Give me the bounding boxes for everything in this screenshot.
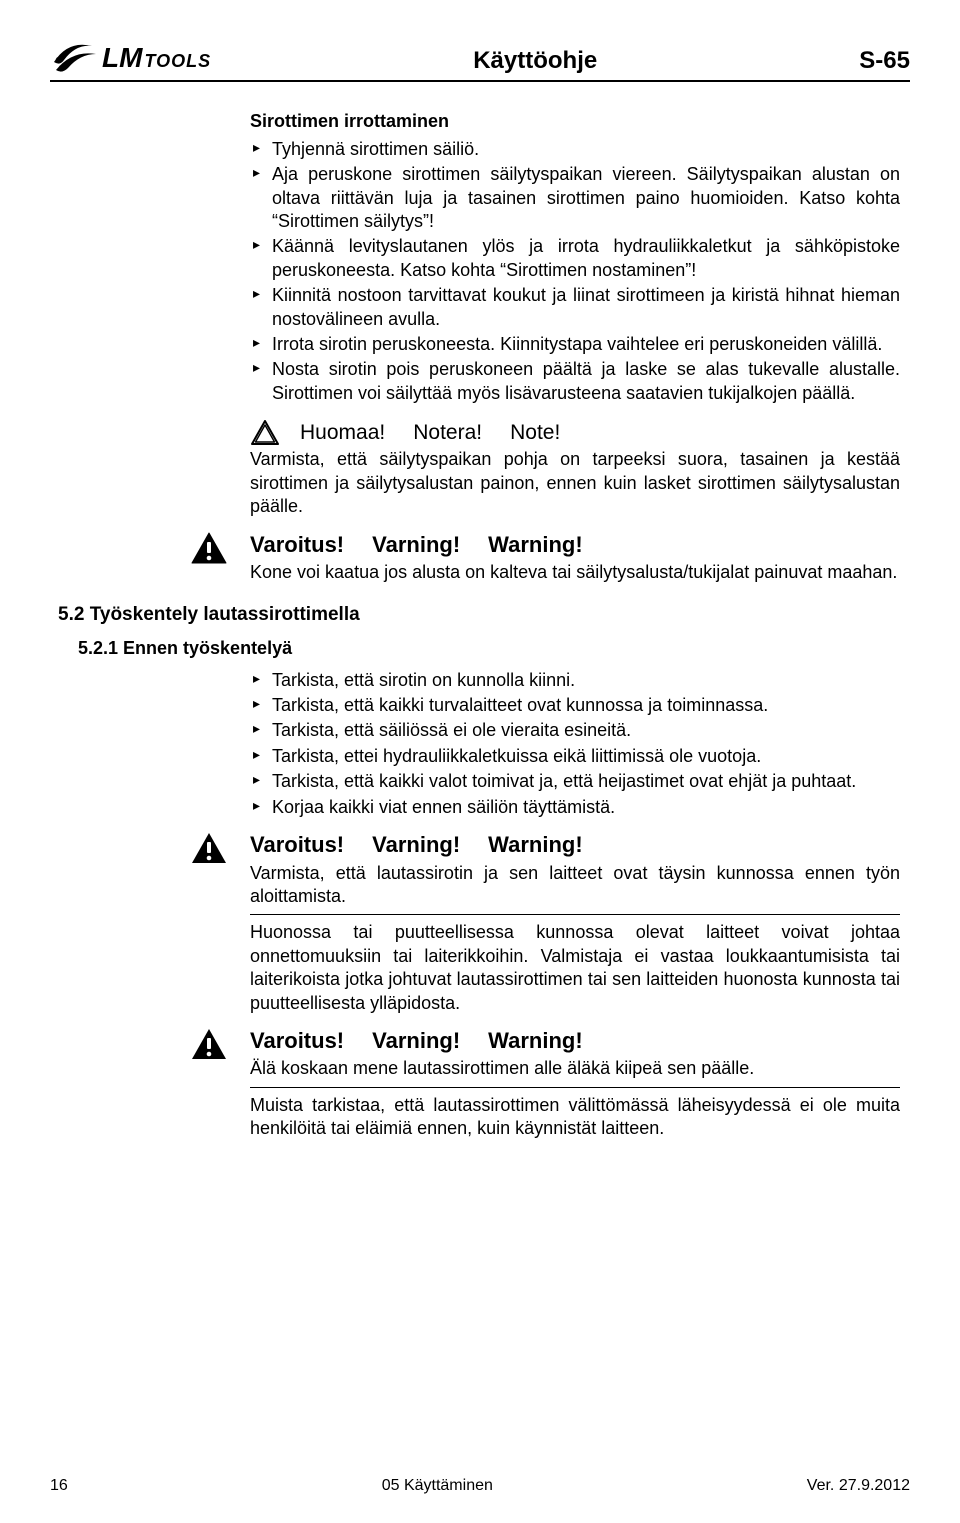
warning-label: Warning! [488,531,583,560]
footer-section: 05 Käyttäminen [382,1476,493,1497]
logo-text: LM TOOLS [102,40,211,76]
warning-block-1: Varoitus! Varning! Warning! Kone voi kaa… [250,531,900,585]
list-item: Korjaa kaikki viat ennen säiliön täyttäm… [250,796,900,819]
list-item: Aja peruskone sirottimen säilytyspaikan … [250,163,900,233]
warning-text: Älä koskaan mene lautassirottimen alle ä… [250,1057,900,1080]
list-item: Tyhjennä sirottimen säiliö. [250,138,900,161]
body-paragraph: Huonossa tai puutteellisessa kunnossa ol… [250,921,900,1015]
warning-text: Kone voi kaatua jos alusta on kalteva ta… [250,561,900,584]
warning-label: Varoitus! [250,831,344,860]
warning-margin-icon [190,831,228,871]
list-item: Nosta sirotin pois peruskoneen päältä ja… [250,358,900,405]
page-title: Käyttöohje [211,45,859,76]
warning-label: Varning! [372,531,460,560]
warning-heading: Varoitus! Varning! Warning! [250,1027,900,1056]
notice-heading: Huomaa! Notera! Note! [250,419,900,446]
prework-bullet-list: Tarkista, että sirotin on kunnolla kiinn… [250,669,900,819]
content-block-2: Tarkista, että sirotin on kunnolla kiinn… [250,669,900,1141]
warning-label: Warning! [488,1027,583,1056]
footer-page-number: 16 [50,1476,68,1497]
list-item: Irrota sirotin peruskoneesta. Kiinnityst… [250,333,900,356]
detach-bullet-list: Tyhjennä sirottimen säiliö. Aja peruskon… [250,138,900,405]
footer: 16 05 Käyttäminen Ver. 27.9.2012 [50,1476,910,1497]
heading-5-2: 5.2 Työskentely lautassirottimella [58,603,910,628]
notice-label: Note! [510,419,560,446]
warning-label: Varoitus! [250,531,344,560]
list-item: Tarkista, ettei hydrauliikkaletkuissa ei… [250,745,900,768]
warning-block-2: Varoitus! Varning! Warning! Varmista, et… [250,831,900,908]
notice-triangle-icon [250,419,280,446]
warning-triangle-icon [190,831,228,865]
warning-margin-icon [190,531,228,571]
warning-margin-icon [190,1027,228,1067]
list-item: Tarkista, että kaikki turvalaitteet ovat… [250,694,900,717]
warning-label: Varoitus! [250,1027,344,1056]
logo-swoosh-icon [50,40,98,76]
heading-5-2-1: 5.2.1 Ennen työskentelyä [78,637,910,660]
warning-triangle-icon [190,531,228,565]
notice-words: Huomaa! Notera! Note! [300,419,560,446]
page: LM TOOLS Käyttöohje S-65 Sirottimen irro… [0,0,960,1523]
logo: LM TOOLS [50,40,211,76]
logo-tools: TOOLS [144,50,211,73]
content-block: Sirottimen irrottaminen Tyhjennä sirotti… [250,110,900,584]
list-item: Tarkista, että säiliössä ei ole vieraita… [250,719,900,742]
warning-block-3: Varoitus! Varning! Warning! Älä koskaan … [250,1027,900,1081]
section-title-detach: Sirottimen irrottaminen [250,110,900,133]
warning-heading: Varoitus! Varning! Warning! [250,531,900,560]
warning-text: Varmista, että lautassirotin ja sen lait… [250,862,900,909]
header-bar: LM TOOLS Käyttöohje S-65 [50,40,910,82]
divider [250,1087,900,1088]
list-item: Tarkista, että sirotin on kunnolla kiinn… [250,669,900,692]
logo-lm: LM [102,40,142,76]
divider [250,914,900,915]
list-item: Käännä levityslautanen ylös ja irrota hy… [250,235,900,282]
list-item: Kiinnitä nostoon tarvittavat koukut ja l… [250,284,900,331]
warning-label: Varning! [372,831,460,860]
page-code: S-65 [859,45,910,76]
notice-label: Huomaa! [300,419,385,446]
warning-label: Warning! [488,831,583,860]
warning-label: Varning! [372,1027,460,1056]
warning-heading: Varoitus! Varning! Warning! [250,831,900,860]
list-item: Tarkista, että kaikki valot toimivat ja,… [250,770,900,793]
body-paragraph: Muista tarkistaa, että lautassirottimen … [250,1094,900,1141]
notice-text: Varmista, että säilytyspaikan pohja on t… [250,448,900,518]
notice-label: Notera! [413,419,482,446]
footer-version: Ver. 27.9.2012 [807,1476,910,1497]
warning-triangle-icon [190,1027,228,1061]
